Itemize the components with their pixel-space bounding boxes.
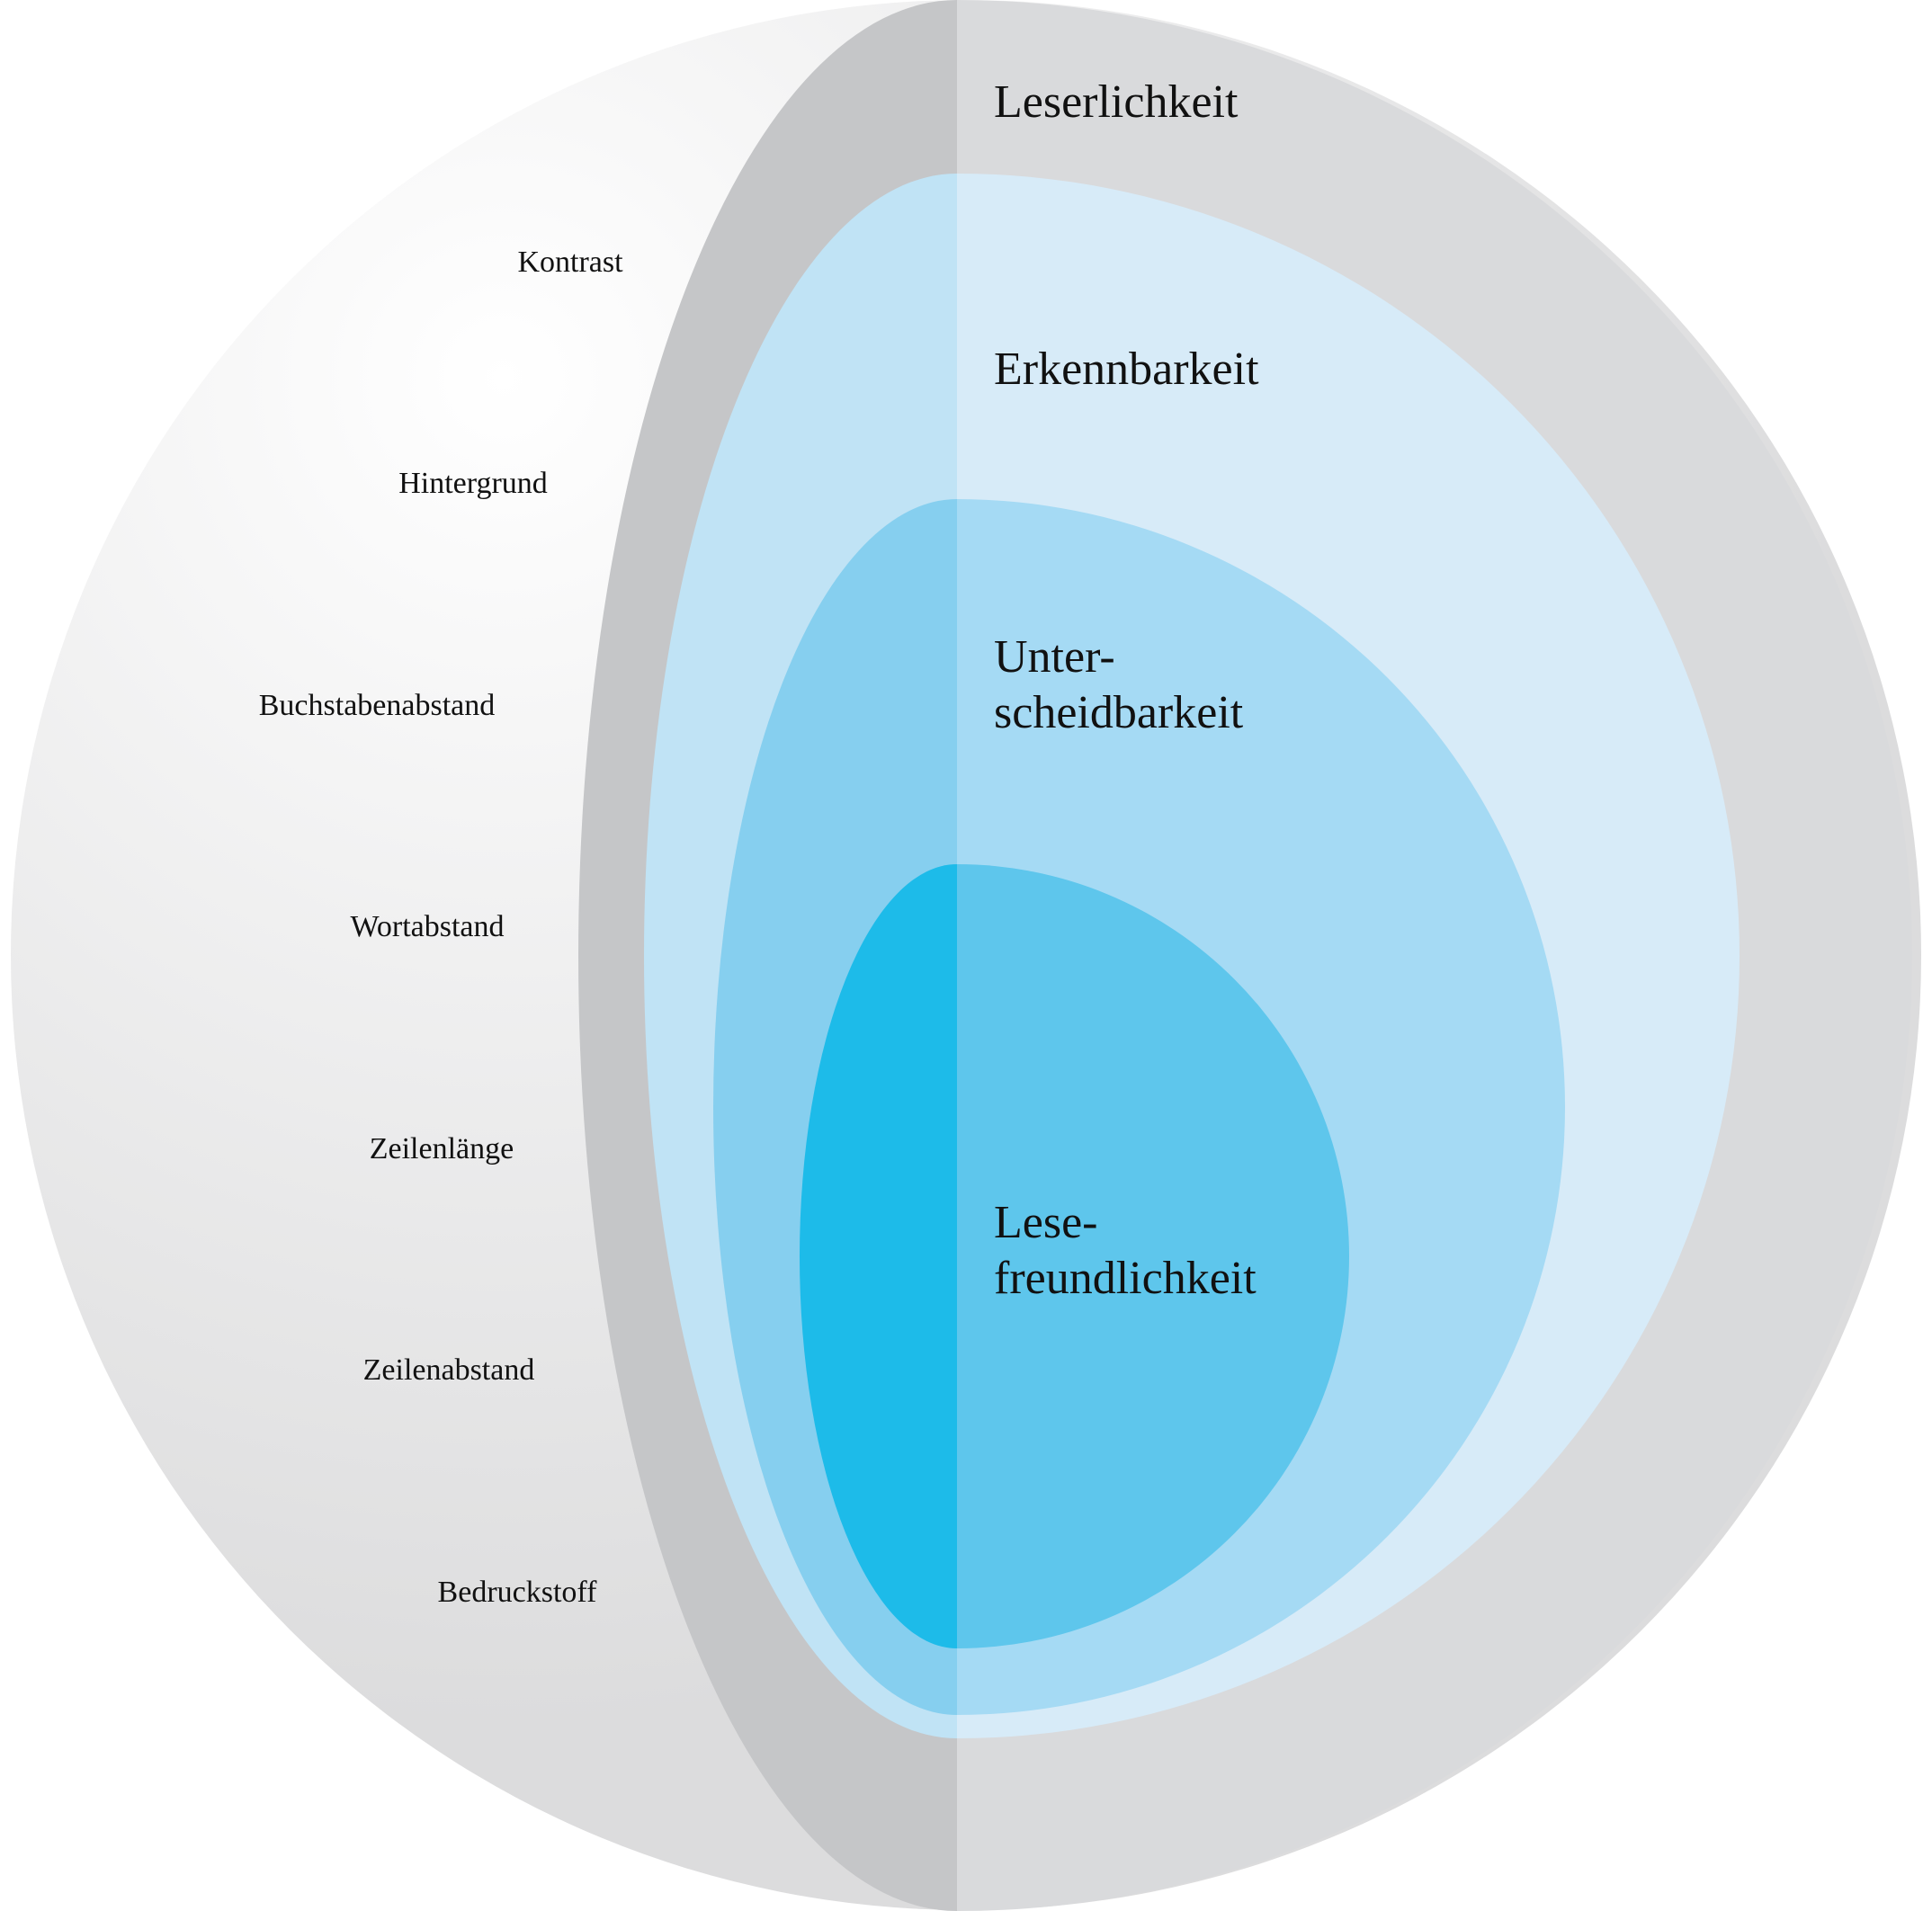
layer-label-lesefreundlichkeit-line1: Lese- <box>994 1197 1097 1248</box>
factor-label-kontrast: Kontrast <box>517 246 623 279</box>
lesefreundlichkeit-layer-back <box>957 864 1349 1648</box>
factor-label-hintergrund: Hintergrund <box>398 467 548 500</box>
lesefreundlichkeit-layer-front <box>800 864 957 1648</box>
factor-label-bedruckstoff: Bedruckstoff <box>438 1576 598 1609</box>
layer-label-leserlichkeit: Leserlichkeit <box>994 76 1239 128</box>
factor-label-wortabstand: Wortabstand <box>351 910 505 943</box>
layer-label-unterscheidbarkeit-line2: scheidbarkeit <box>994 687 1244 738</box>
factor-label-buchstabenabstand: Buchstabenabstand <box>259 689 496 722</box>
layer-label-lesefreundlichkeit-line2: freundlichkeit <box>994 1253 1257 1304</box>
layer-label-erkennbarkeit: Erkennbarkeit <box>994 344 1259 395</box>
factor-label-zeilenabstand: Zeilenabstand <box>363 1353 535 1387</box>
layer-label-unterscheidbarkeit-line1: Unter- <box>994 631 1115 683</box>
factor-label-zeilenlaenge: Zeilenlänge <box>370 1132 514 1165</box>
